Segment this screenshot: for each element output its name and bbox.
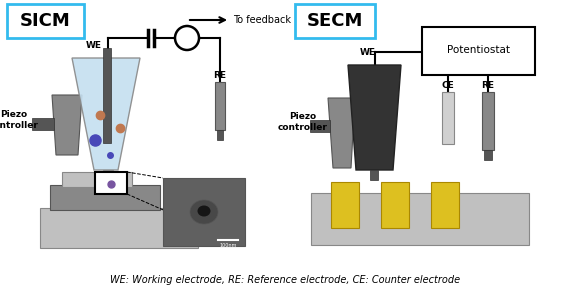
Bar [217, 130, 223, 140]
Bar [62, 172, 132, 187]
Text: RE: RE [481, 81, 494, 90]
Ellipse shape [198, 206, 211, 217]
Text: Potentiostat: Potentiostat [447, 45, 509, 55]
Bar [103, 48, 111, 143]
Text: To feedback: To feedback [233, 15, 291, 25]
Bar [40, 208, 198, 248]
Text: SECM: SECM [307, 12, 363, 30]
Polygon shape [328, 98, 355, 168]
Bar [163, 178, 245, 246]
Text: Piezo
controller: Piezo controller [0, 110, 39, 130]
Text: CE: CE [441, 81, 455, 90]
Text: SICM: SICM [20, 12, 71, 30]
Text: WE: WE [360, 48, 376, 57]
Text: RE: RE [214, 71, 227, 80]
FancyBboxPatch shape [295, 4, 375, 38]
Polygon shape [72, 58, 140, 170]
Bar [95, 172, 127, 194]
Bar [215, 82, 225, 130]
FancyBboxPatch shape [421, 27, 534, 75]
FancyBboxPatch shape [7, 4, 84, 38]
Bar [311, 193, 529, 245]
Bar [484, 150, 492, 160]
Circle shape [175, 26, 199, 50]
Bar [310, 120, 330, 132]
Text: WE: Working electrode, RE: Reference electrode, CE: Counter electrode: WE: Working electrode, RE: Reference ele… [110, 275, 460, 285]
Text: Piezo
controller: Piezo controller [278, 112, 328, 132]
Bar [50, 185, 160, 210]
Bar [381, 182, 409, 228]
Text: I: I [185, 32, 189, 45]
Text: 100nm: 100nm [219, 243, 237, 248]
Bar [442, 92, 454, 144]
Bar [103, 170, 113, 180]
Bar [331, 182, 359, 228]
Bar [482, 92, 494, 150]
Ellipse shape [190, 200, 218, 224]
Polygon shape [348, 65, 401, 170]
Polygon shape [52, 95, 82, 155]
Text: WE: WE [86, 41, 102, 50]
Bar [431, 182, 459, 228]
Bar [370, 170, 378, 180]
Bar [32, 118, 54, 130]
